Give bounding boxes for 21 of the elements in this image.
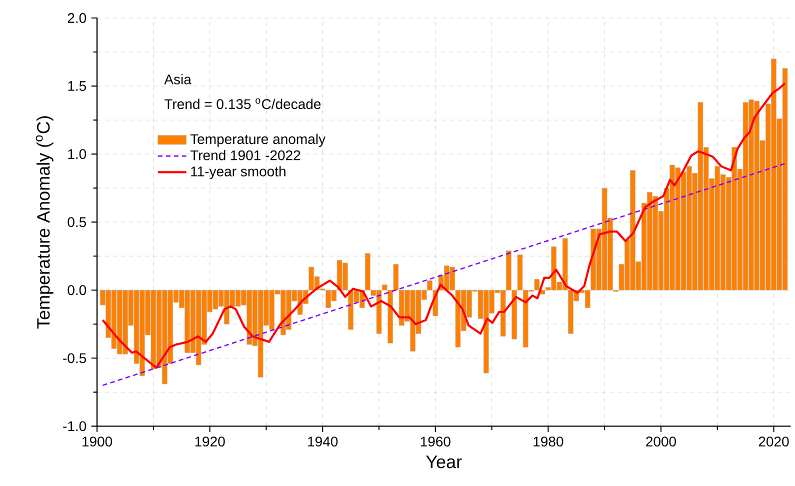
y-tick-label: 1.0 xyxy=(68,149,86,159)
legend-label: Temperature anomaly xyxy=(190,134,326,147)
annotation: Trend = 0.135 $^{o}$C/decade xyxy=(164,98,321,109)
y-tick-label: 1.5 xyxy=(68,81,86,91)
legend-label: 11-year smooth xyxy=(191,166,286,180)
y-tick-label: -0.5 xyxy=(63,353,86,364)
x-tick-label: 1960 xyxy=(420,436,450,446)
x-tick-label: 1920 xyxy=(195,436,225,446)
y-axis-title: Temperature Anomaly ($^{o}$C) xyxy=(36,116,54,329)
y-tick-label: 2.0 xyxy=(68,12,86,23)
y-tick-label: 0.5 xyxy=(68,217,86,227)
x-tick-label: 2020 xyxy=(758,436,789,446)
x-axis-title: Year xyxy=(426,456,462,468)
x-tick-label: 2000 xyxy=(646,436,676,446)
y-tick-label: -1.0 xyxy=(63,421,86,432)
x-tick-label: 1940 xyxy=(308,436,338,446)
y-tick-label: 0.0 xyxy=(68,285,86,295)
legend-label: Trend 1901 -2022 xyxy=(190,150,300,160)
x-tick-label: 1900 xyxy=(82,436,112,446)
annotation: Asia xyxy=(164,74,192,84)
x-tick-label: 1980 xyxy=(534,436,564,446)
